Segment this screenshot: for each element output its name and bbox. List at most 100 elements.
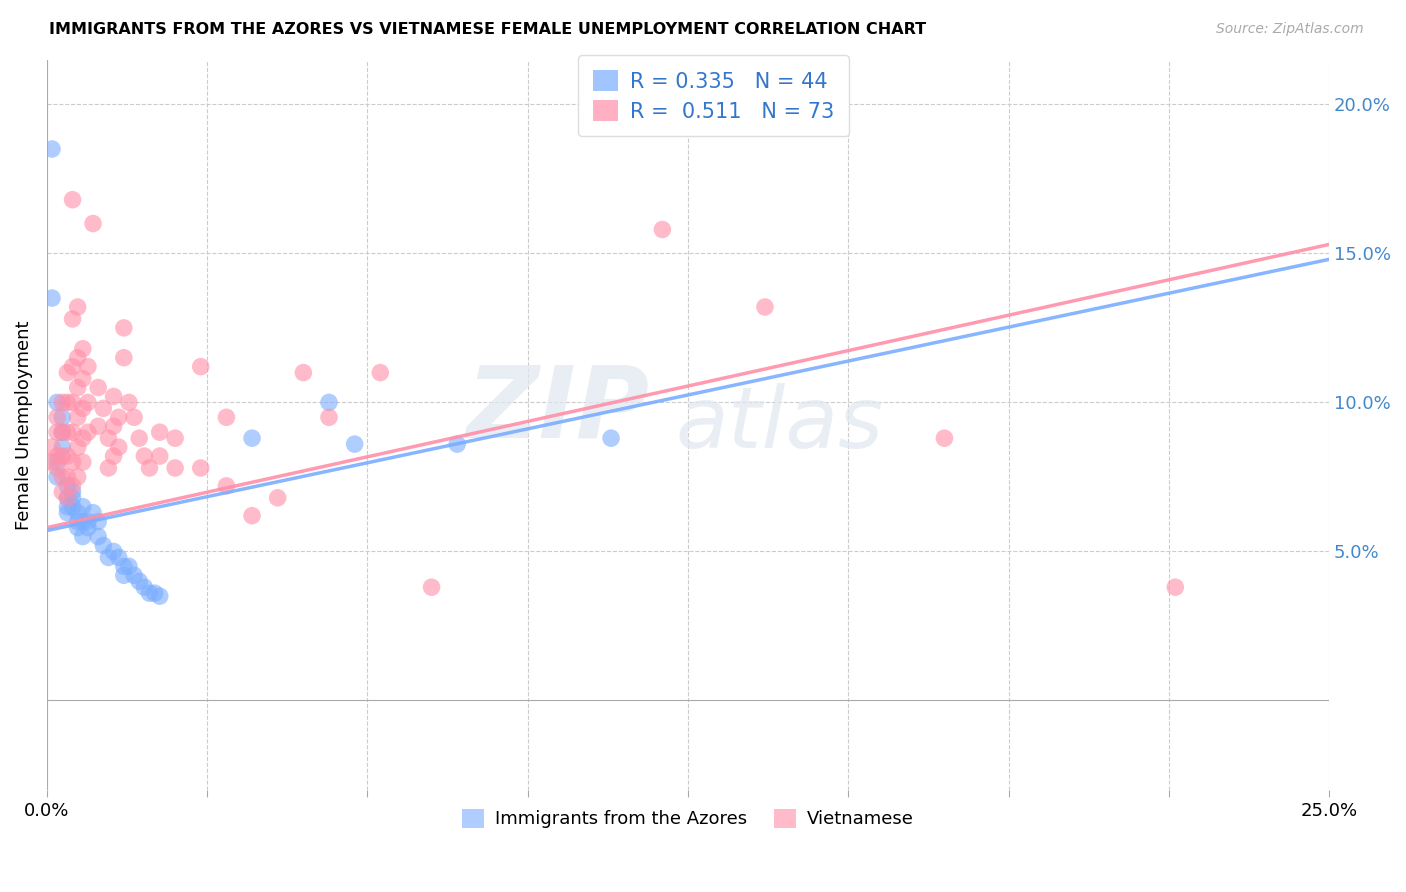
Point xyxy=(103,544,125,558)
Point xyxy=(72,342,94,356)
Point xyxy=(56,366,79,380)
Point xyxy=(62,359,84,374)
Point xyxy=(66,380,89,394)
Point xyxy=(51,395,73,409)
Point xyxy=(56,479,79,493)
Point xyxy=(72,530,94,544)
Point xyxy=(62,484,84,499)
Point xyxy=(62,395,84,409)
Point xyxy=(66,520,89,534)
Point xyxy=(62,193,84,207)
Point xyxy=(77,520,100,534)
Point xyxy=(118,559,141,574)
Legend: Immigrants from the Azores, Vietnamese: Immigrants from the Azores, Vietnamese xyxy=(456,802,921,836)
Point xyxy=(128,431,150,445)
Point xyxy=(107,440,129,454)
Point xyxy=(97,461,120,475)
Point xyxy=(600,431,623,445)
Point xyxy=(51,470,73,484)
Point xyxy=(62,491,84,505)
Point xyxy=(66,506,89,520)
Point xyxy=(56,491,79,505)
Point xyxy=(97,550,120,565)
Point xyxy=(51,449,73,463)
Point xyxy=(62,455,84,469)
Point xyxy=(103,419,125,434)
Point xyxy=(56,500,79,514)
Point xyxy=(118,395,141,409)
Text: Source: ZipAtlas.com: Source: ZipAtlas.com xyxy=(1216,22,1364,37)
Point xyxy=(240,508,263,523)
Point xyxy=(41,291,63,305)
Point xyxy=(149,589,172,603)
Point xyxy=(934,431,956,445)
Point xyxy=(56,470,79,484)
Point xyxy=(112,568,135,582)
Point xyxy=(122,568,145,582)
Point xyxy=(103,449,125,463)
Point xyxy=(66,300,89,314)
Point xyxy=(56,425,79,440)
Point xyxy=(190,359,212,374)
Point xyxy=(66,410,89,425)
Point xyxy=(46,455,69,469)
Point xyxy=(46,470,69,484)
Point xyxy=(318,395,340,409)
Point xyxy=(56,491,79,505)
Point xyxy=(420,580,443,594)
Point xyxy=(46,410,69,425)
Point xyxy=(46,425,69,440)
Point xyxy=(97,431,120,445)
Point xyxy=(134,449,156,463)
Point xyxy=(62,479,84,493)
Point xyxy=(46,449,69,463)
Point xyxy=(91,401,114,416)
Point xyxy=(165,461,187,475)
Point xyxy=(62,500,84,514)
Point xyxy=(72,401,94,416)
Point xyxy=(66,470,89,484)
Point xyxy=(41,455,63,469)
Point xyxy=(112,321,135,335)
Point xyxy=(87,419,110,434)
Point xyxy=(112,351,135,365)
Point xyxy=(56,449,79,463)
Point xyxy=(77,359,100,374)
Point xyxy=(72,500,94,514)
Point xyxy=(46,395,69,409)
Point xyxy=(41,142,63,156)
Point xyxy=(128,574,150,589)
Point xyxy=(754,300,776,314)
Y-axis label: Female Unemployment: Female Unemployment xyxy=(15,320,32,530)
Point xyxy=(72,515,94,529)
Point xyxy=(82,506,104,520)
Point xyxy=(651,222,673,236)
Point xyxy=(107,550,129,565)
Text: IMMIGRANTS FROM THE AZORES VS VIETNAMESE FEMALE UNEMPLOYMENT CORRELATION CHART: IMMIGRANTS FROM THE AZORES VS VIETNAMESE… xyxy=(49,22,927,37)
Text: atlas: atlas xyxy=(675,384,883,467)
Point xyxy=(149,425,172,440)
Point xyxy=(66,351,89,365)
Point xyxy=(62,425,84,440)
Point xyxy=(66,440,89,454)
Point xyxy=(56,506,79,520)
Point xyxy=(77,515,100,529)
Point xyxy=(122,410,145,425)
Point xyxy=(72,431,94,445)
Point xyxy=(77,425,100,440)
Point xyxy=(368,366,391,380)
Text: ZIP: ZIP xyxy=(467,361,650,458)
Point xyxy=(103,389,125,403)
Point xyxy=(72,371,94,385)
Point xyxy=(292,366,315,380)
Point xyxy=(87,530,110,544)
Point xyxy=(215,479,238,493)
Point xyxy=(240,431,263,445)
Point xyxy=(143,586,166,600)
Point xyxy=(267,491,290,505)
Point xyxy=(41,440,63,454)
Point xyxy=(138,461,160,475)
Point xyxy=(87,515,110,529)
Point xyxy=(134,580,156,594)
Point xyxy=(56,395,79,409)
